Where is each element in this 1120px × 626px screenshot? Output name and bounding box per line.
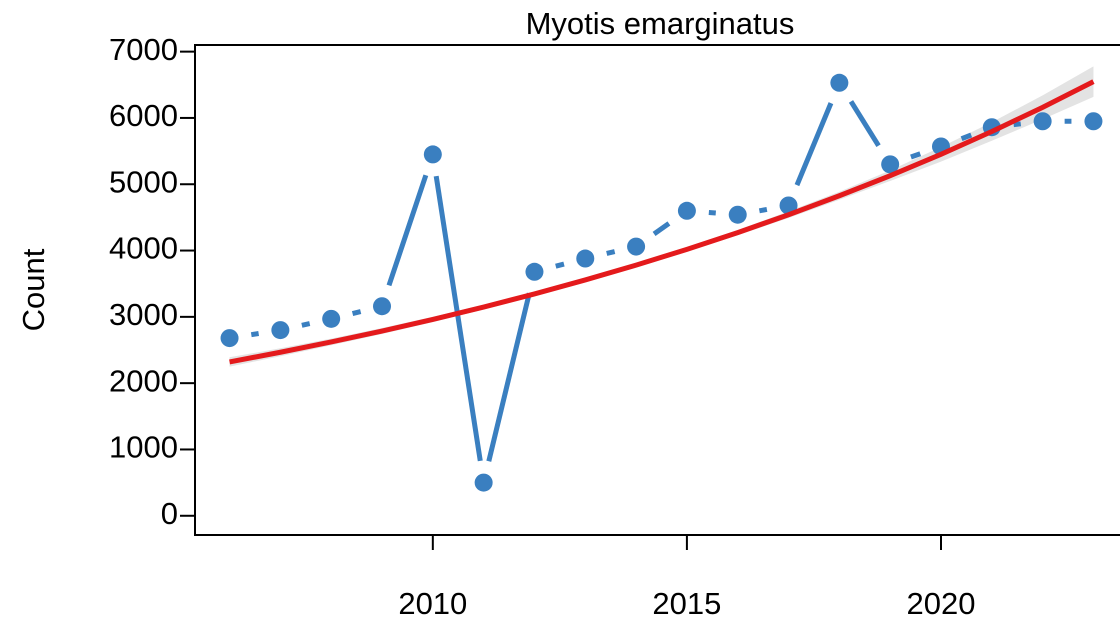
data-point	[677, 201, 696, 220]
y-tick-label: 6000	[109, 98, 178, 133]
x-tick-label: 2015	[652, 586, 721, 621]
line-segment	[758, 206, 768, 214]
y-tick-label: 4000	[109, 231, 178, 266]
chart-title: Myotis emarginatus	[526, 6, 795, 41]
data-point	[423, 145, 442, 164]
data-point	[576, 249, 595, 268]
y-tick-label: 2000	[109, 363, 178, 398]
line-segment	[433, 175, 483, 462]
line-segment	[910, 151, 922, 160]
x-tick-label: 2010	[398, 586, 467, 621]
line-segment	[794, 102, 834, 187]
data-point	[881, 155, 900, 174]
data-point	[373, 297, 392, 316]
data-point	[1084, 112, 1103, 131]
y-tick-label: 3000	[109, 297, 178, 332]
data-point	[271, 321, 290, 340]
data-point	[322, 309, 341, 328]
data-point	[220, 329, 239, 348]
data-point	[728, 205, 747, 224]
data-point	[779, 196, 798, 215]
line-segment	[386, 174, 429, 287]
line-segment	[1013, 121, 1022, 128]
trend-line	[229, 79, 1095, 365]
line-segment	[652, 221, 671, 236]
y-axis-label: Count	[16, 248, 51, 331]
line-segment	[606, 249, 616, 256]
line-segment	[555, 261, 565, 269]
y-tick-label: 7000	[109, 32, 178, 67]
plot-frame	[194, 44, 1120, 536]
y-tick-label: 5000	[109, 164, 178, 199]
line-segment	[960, 132, 973, 142]
x-tick-label: 2020	[907, 586, 976, 621]
data-point	[627, 237, 646, 256]
line-segment	[250, 331, 260, 338]
y-tick-label: 1000	[109, 430, 178, 465]
data-point	[830, 73, 849, 92]
y-tick-label: 0	[161, 496, 178, 531]
line-segment	[848, 100, 881, 148]
confidence-band	[229, 66, 1094, 367]
line-segment	[486, 292, 532, 462]
data-point	[1033, 112, 1052, 131]
line-segment	[708, 209, 716, 216]
data-point	[525, 262, 544, 281]
line-segment	[301, 321, 311, 328]
data-point	[474, 473, 493, 492]
line-segment	[351, 309, 362, 316]
